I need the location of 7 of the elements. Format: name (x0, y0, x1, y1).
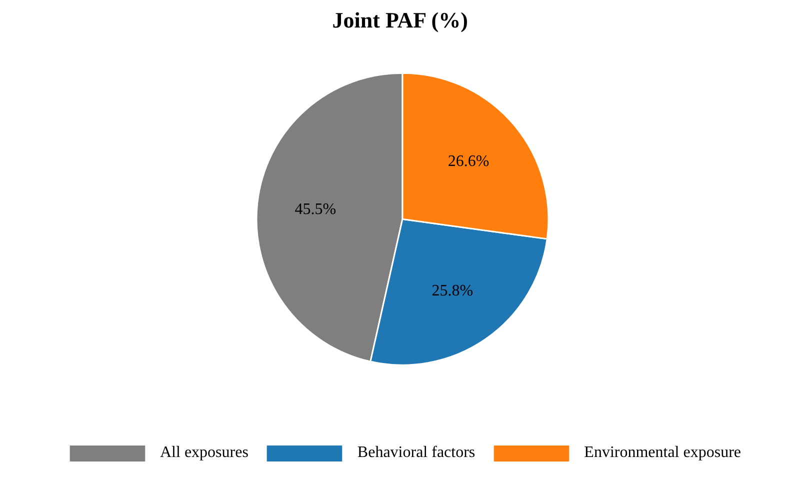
data-label: 26.6% (448, 153, 490, 170)
legend-label: Environmental exposure (584, 444, 742, 462)
legend-label: Behavioral factors (357, 444, 476, 462)
legend-label: All exposures (160, 444, 248, 462)
data-label: 45.5% (294, 200, 336, 218)
data-label: 25.8% (432, 282, 474, 300)
chart-title: Joint PAF (%) (332, 8, 468, 32)
